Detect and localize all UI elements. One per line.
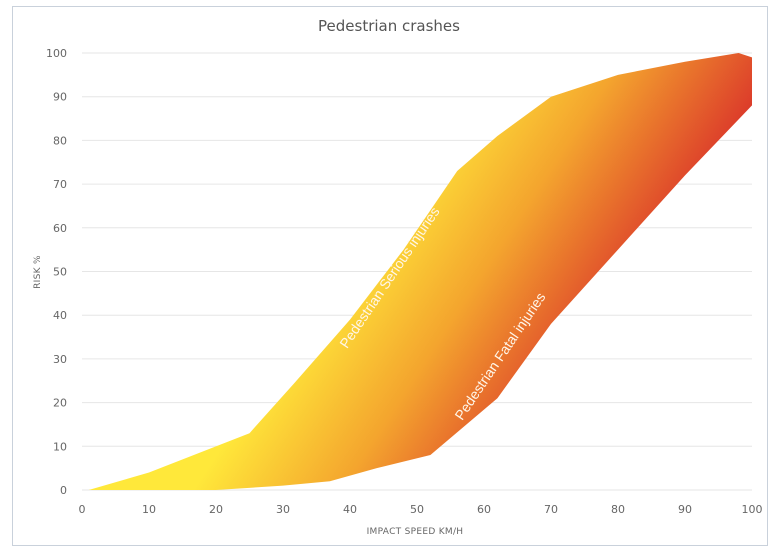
x-axis-ticks: 0 10 20 30 40 50 60 70 80 90 100 — [79, 503, 763, 516]
y-tick-label: 0 — [60, 484, 67, 497]
x-tick-label: 80 — [611, 503, 625, 516]
x-tick-label: 0 — [79, 503, 86, 516]
x-tick-label: 50 — [410, 503, 424, 516]
x-tick-label: 40 — [343, 503, 357, 516]
y-tick-label: 100 — [46, 47, 67, 60]
x-tick-label: 100 — [742, 503, 763, 516]
chart-title: Pedestrian crashes — [318, 17, 460, 35]
x-tick-label: 70 — [544, 503, 558, 516]
risk-band-area — [88, 53, 752, 490]
y-tick-label: 90 — [53, 91, 67, 104]
x-tick-label: 20 — [209, 503, 223, 516]
y-tick-label: 80 — [53, 134, 67, 147]
y-tick-label: 40 — [53, 309, 67, 322]
x-tick-label: 90 — [678, 503, 692, 516]
y-tick-label: 60 — [53, 222, 67, 235]
y-tick-label: 10 — [53, 440, 67, 453]
y-tick-label: 30 — [53, 353, 67, 366]
y-tick-label: 50 — [53, 266, 67, 279]
y-tick-label: 70 — [53, 178, 67, 191]
x-axis-label: IMPACT SPEED KM/H — [367, 527, 464, 537]
x-tick-label: 60 — [477, 503, 491, 516]
x-tick-label: 10 — [142, 503, 156, 516]
y-tick-label: 20 — [53, 397, 67, 410]
x-tick-label: 30 — [276, 503, 290, 516]
y-axis-label: RISK % — [33, 255, 43, 289]
y-axis-ticks: 0 10 20 30 40 50 60 70 80 90 100 — [46, 47, 67, 497]
